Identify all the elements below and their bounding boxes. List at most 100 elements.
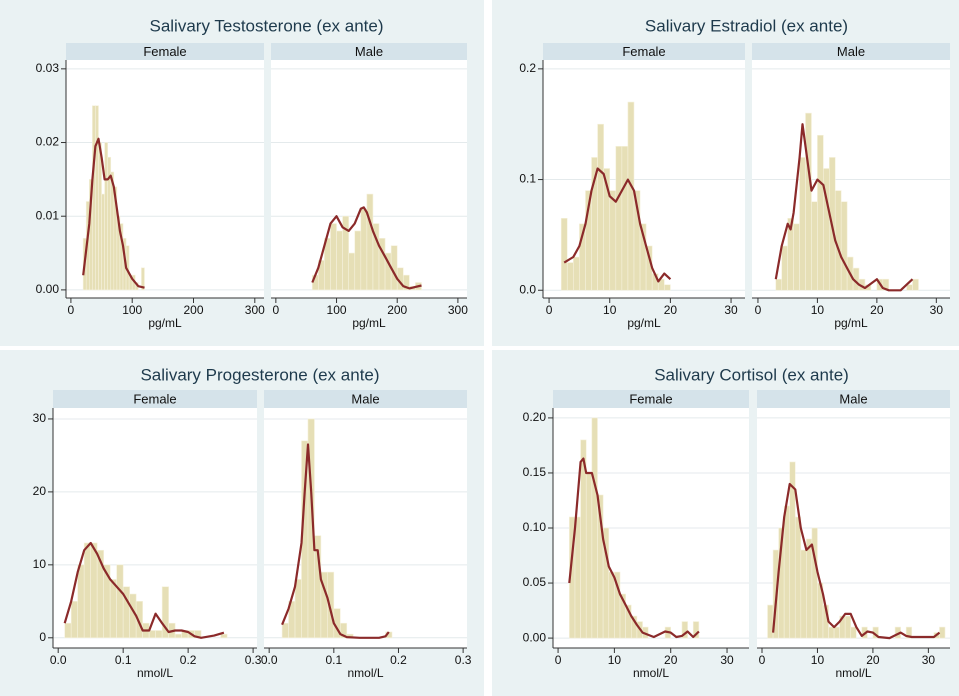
panel-title: Salivary Progesterone (ex ante)	[140, 365, 379, 384]
x-tick-label: 30	[724, 303, 738, 317]
histogram-bar	[850, 626, 857, 639]
histogram-bar	[77, 564, 85, 639]
density-line	[563, 167, 672, 283]
y-tick-label: 0.2	[519, 61, 536, 75]
histogram-bar	[799, 157, 806, 291]
histogram-bar	[906, 284, 913, 291]
x-tick-label: 0.2	[390, 653, 407, 667]
histogram-bar	[90, 542, 98, 639]
histogram-bar	[828, 626, 835, 639]
x-tick-label: 300	[448, 303, 468, 317]
histogram-bar	[793, 223, 800, 291]
x-tick-label: 100	[327, 303, 347, 317]
x-tick-label: 10	[811, 653, 825, 667]
histogram-bar	[905, 626, 913, 639]
panel-title: Salivary Estradiol (ex ante)	[645, 16, 848, 35]
histogram-bar	[70, 601, 78, 639]
density-line	[774, 123, 914, 292]
histogram-bar	[574, 516, 581, 639]
histogram-bar	[83, 542, 91, 639]
y-tick-label: 0.10	[523, 520, 547, 534]
y-tick-label: 0.1	[519, 172, 536, 186]
histogram-bar	[64, 622, 72, 639]
density-line	[82, 137, 145, 289]
histogram-bar	[336, 230, 343, 291]
x-tick-label: 100	[122, 303, 142, 317]
histogram-bar	[800, 549, 807, 639]
facet-label: Female	[133, 391, 176, 406]
histogram-bar	[811, 201, 818, 291]
panel-title: Salivary Cortisol (ex ante)	[654, 365, 849, 384]
histogram-bar	[781, 245, 788, 291]
x-tick-label: 20	[664, 303, 678, 317]
x-tick-label: 0	[555, 653, 562, 667]
histogram-bar	[281, 622, 289, 639]
x-tick-label: 0	[68, 303, 75, 317]
x-tick-label: 10	[603, 303, 617, 317]
histogram-bar	[840, 201, 848, 291]
x-tick-label: 30	[922, 653, 936, 667]
x-tick-label: 0.0	[261, 653, 278, 667]
histogram-bar	[775, 278, 783, 291]
histogram-bar	[585, 472, 593, 639]
y-tick-label: 0.0	[519, 282, 536, 296]
y-tick-label: 0.02	[36, 135, 60, 149]
x-tick-label: 20	[870, 303, 884, 317]
x-tick-label: 0.2	[180, 653, 197, 667]
histogram-bar	[161, 586, 169, 639]
y-tick-label: 0.00	[36, 282, 60, 296]
histogram-bar	[109, 579, 117, 639]
histogram-bar	[348, 252, 356, 291]
x-tick-label: 10	[608, 653, 622, 667]
x-tick-label: 200	[183, 303, 203, 317]
histogram-bar	[621, 146, 629, 291]
histogram-bar	[573, 256, 580, 291]
density-line	[772, 482, 941, 640]
facet-header	[543, 43, 745, 60]
facet-header	[53, 390, 257, 408]
histogram-bar	[95, 105, 99, 291]
x-tick-label: 0.3	[245, 653, 262, 667]
histogram-bar	[591, 417, 598, 639]
histogram-bar	[560, 217, 568, 291]
histogram-bar	[783, 505, 791, 639]
histogram-bar	[692, 621, 700, 639]
histogram-bar	[608, 571, 615, 639]
x-tick-label: 0.1	[325, 653, 342, 667]
x-axis-label: pg/mL	[834, 316, 868, 330]
histogram-bar	[833, 626, 840, 639]
histogram-bar	[354, 230, 362, 291]
x-tick-label: 0.0	[50, 653, 67, 667]
facet-label: Male	[355, 44, 383, 59]
x-axis-label: nmol/L	[137, 666, 173, 680]
facet-label: Female	[622, 44, 665, 59]
x-tick-label: 300	[245, 303, 265, 317]
x-tick-label: 0.1	[115, 653, 132, 667]
y-tick-label: 20	[33, 484, 47, 498]
y-tick-label: 0.05	[523, 575, 547, 589]
histogram-bar	[294, 579, 302, 639]
density-line	[281, 443, 390, 639]
histogram-bar	[141, 267, 145, 291]
y-tick-label: 0.15	[523, 465, 547, 479]
histogram-bar	[402, 274, 410, 291]
histogram-bar	[327, 571, 335, 639]
histogram-bar	[817, 134, 824, 291]
histogram-bar	[912, 278, 919, 291]
facet-header	[271, 43, 467, 60]
facet-header	[757, 390, 950, 408]
facet-header	[66, 43, 264, 60]
x-tick-label: 0	[546, 303, 553, 317]
density-line	[63, 541, 225, 639]
x-axis-label: pg/mL	[148, 316, 182, 330]
histogram-bar	[155, 630, 163, 639]
x-axis-label: nmol/L	[835, 666, 871, 680]
histogram-bar	[360, 208, 368, 291]
x-tick-label: 30	[720, 653, 734, 667]
y-tick-label: 0.03	[36, 61, 60, 75]
density-line	[311, 206, 422, 290]
x-axis-label: nmol/L	[633, 666, 669, 680]
histogram-bar	[366, 193, 374, 291]
x-tick-label: 0.3	[455, 653, 472, 667]
